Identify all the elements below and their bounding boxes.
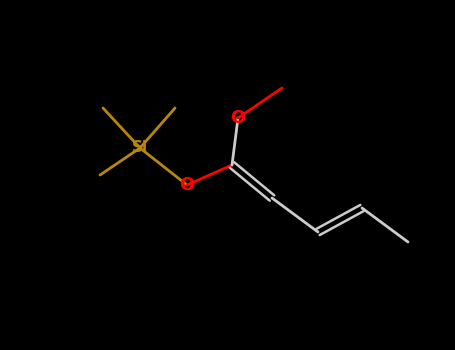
Text: O: O xyxy=(179,176,195,194)
Text: Si: Si xyxy=(132,140,148,155)
Text: O: O xyxy=(230,109,246,127)
